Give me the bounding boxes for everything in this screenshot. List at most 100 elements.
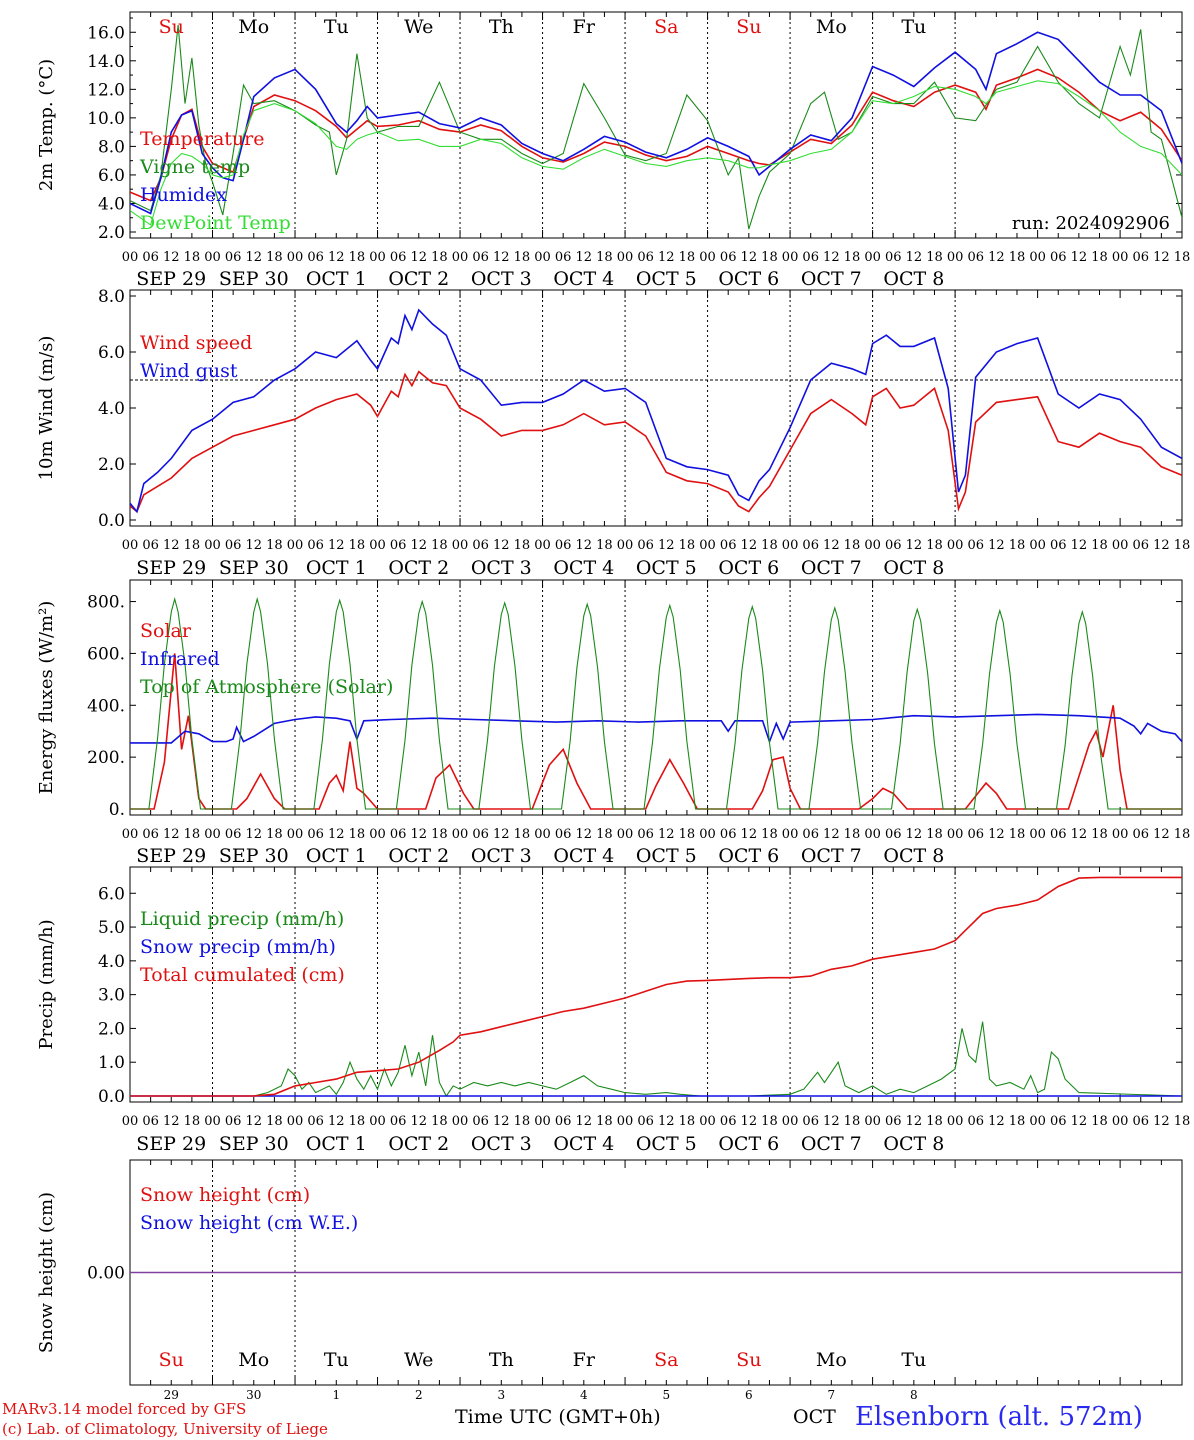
hour-tick-label: 12 (1153, 538, 1170, 553)
legend-entry: Liquid precip (mm/h) (140, 908, 344, 930)
hour-tick-label: 00 (782, 538, 799, 553)
date-label: OCT 8 (883, 1133, 944, 1155)
hour-tick-label: 00 (287, 827, 304, 842)
legend-entry: Wind speed (140, 332, 252, 354)
hour-tick-label: 18 (761, 250, 778, 265)
hour-tick-label: 06 (885, 827, 902, 842)
hour-tick-label: 18 (1091, 1114, 1108, 1129)
hour-tick-label: 00 (864, 827, 881, 842)
panel-frame (129, 11, 1183, 239)
hour-tick-label: 00 (947, 250, 964, 265)
hour-tick-label: 00 (122, 827, 139, 842)
hour-tick-label: 00 (204, 538, 221, 553)
day-number: 1 (332, 1388, 340, 1402)
hour-tick-label: 18 (266, 827, 283, 842)
hour-tick-label: 06 (555, 1114, 572, 1129)
hour-tick-label: 06 (637, 1114, 654, 1129)
hour-tick-label: 06 (885, 250, 902, 265)
hour-tick-label: 06 (225, 250, 242, 265)
hour-tick-label: 00 (617, 538, 634, 553)
y-axis-label: Energy fluxes (W/m²) (36, 601, 57, 795)
hour-tick-label: 00 (947, 538, 964, 553)
day-name: Mo (816, 16, 847, 38)
date-label: SEP 30 (219, 1133, 289, 1155)
hour-tick-label: 18 (1091, 827, 1108, 842)
hour-tick-label: 18 (679, 1114, 696, 1129)
series-line-0 (130, 653, 1182, 810)
hour-tick-label: 18 (596, 250, 613, 265)
hour-tick-label: 18 (926, 538, 943, 553)
day-name: Su (159, 16, 184, 38)
hour-tick-label: 00 (369, 538, 386, 553)
hour-tick-label: 18 (349, 538, 366, 553)
hour-tick-label: 06 (307, 250, 324, 265)
date-label: OCT 3 (471, 268, 532, 290)
hour-tick-label: 00 (617, 827, 634, 842)
date-label: OCT 6 (718, 268, 779, 290)
hour-tick-label: 00 (534, 827, 551, 842)
panel-2: 00 06 12 18 00 06 12 18 00 06 12 18 00 06 12 18 00 06 12 18… (36, 287, 1190, 579)
legend-entry: Humidex (140, 184, 227, 206)
date-label: OCT 7 (801, 557, 862, 579)
date-label: OCT 6 (718, 557, 779, 579)
hour-tick-label: 06 (967, 250, 984, 265)
date-label: OCT 5 (636, 1133, 697, 1155)
panel-frame (129, 579, 1183, 816)
hour-tick-label: 00 (452, 538, 469, 553)
hour-tick-label: 06 (307, 1114, 324, 1129)
date-label: OCT 4 (553, 845, 614, 867)
hour-tick-label: 12 (1153, 827, 1170, 842)
hour-tick-label: 00 (864, 538, 881, 553)
series-line-3 (130, 80, 1182, 226)
date-label: OCT 3 (471, 845, 532, 867)
legend-entry: Snow height (cm W.E.) (140, 1212, 358, 1234)
hour-tick-label: 00 (1029, 1114, 1046, 1129)
hour-tick-label: 12 (493, 1114, 510, 1129)
hour-tick-label: 06 (390, 1114, 407, 1129)
series-line-0 (130, 1021, 1182, 1098)
date-label: OCT 1 (306, 845, 367, 867)
day-name: Tu (901, 1349, 926, 1371)
hour-tick-label: 00 (947, 827, 964, 842)
hour-tick-label: 18 (266, 538, 283, 553)
hour-tick-label: 00 (287, 538, 304, 553)
hour-tick-label: 06 (307, 827, 324, 842)
hour-tick-label: 06 (720, 250, 737, 265)
day-name: Sa (654, 1349, 678, 1371)
hour-tick-label: 00 (617, 1114, 634, 1129)
hour-tick-label: 18 (844, 250, 861, 265)
y-axis-label: Snow height (cm) (36, 1192, 57, 1353)
date-label: OCT 7 (801, 845, 862, 867)
hour-tick-label: 12 (658, 1114, 675, 1129)
hour-tick-label: 18 (761, 1114, 778, 1129)
day-name: Mo (816, 1349, 847, 1371)
hour-tick-label: 18 (1091, 250, 1108, 265)
hour-tick-label: 18 (761, 827, 778, 842)
hour-tick-label: 12 (576, 538, 593, 553)
hour-tick-label: 12 (163, 250, 180, 265)
date-label: SEP 30 (219, 268, 289, 290)
hour-tick-label: 18 (679, 250, 696, 265)
y-axis-label: 10m Wind (m/s) (36, 336, 57, 481)
hour-tick-label: 18 (514, 250, 531, 265)
y-tick-label: 4.0 (98, 194, 125, 214)
date-label: SEP 30 (219, 845, 289, 867)
legend-entry: Wind gust (140, 360, 238, 382)
hour-tick-label: 00 (699, 1114, 716, 1129)
hour-tick-label: 12 (411, 538, 428, 553)
hour-tick-label: 00 (287, 250, 304, 265)
hour-tick-label: 12 (988, 538, 1005, 553)
day-number: 8 (910, 1388, 918, 1402)
hour-tick-label: 18 (1009, 250, 1026, 265)
hour-tick-label: 12 (576, 1114, 593, 1129)
hour-tick-label: 06 (142, 1114, 159, 1129)
hour-tick-label: 06 (637, 250, 654, 265)
hour-tick-label: 12 (658, 250, 675, 265)
y-tick-label: 12.0 (87, 80, 125, 100)
hour-tick-label: 18 (926, 827, 943, 842)
date-label: OCT 7 (801, 268, 862, 290)
day-name: Th (489, 1349, 514, 1371)
hour-tick-label: 18 (596, 538, 613, 553)
date-label: OCT 6 (718, 1133, 779, 1155)
